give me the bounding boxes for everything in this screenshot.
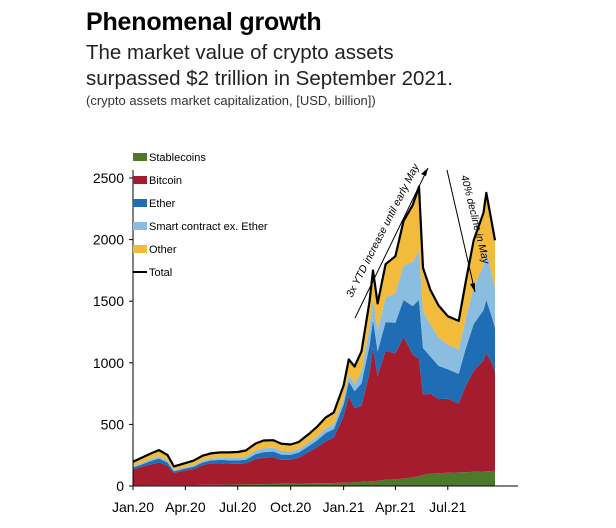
legend-swatch [133,222,147,230]
subtitle: The market value of crypto assets surpas… [86,40,606,92]
legend-label: Other [149,244,177,256]
area-bitcoin [133,336,495,486]
x-tick-label: Apr.21 [375,499,416,515]
legend-swatch [133,245,147,253]
legend-swatch [133,176,147,184]
units-note: (crypto assets market capitalization, [U… [86,93,376,108]
legend: Stablecoins Bitcoin Ether Smart contract ex… [133,152,268,279]
legend-label: Stablecoins [149,152,206,164]
y-tick-label: 2500 [93,170,124,186]
y-tick-label: 2000 [93,232,124,248]
x-tick-label: Jan.21 [323,499,365,515]
axes: 0 500 1000 1500 2000 2500 Jan.20 Apr.20 Jul.20 Oc… [93,170,518,515]
x-tick-label: Apr.20 [165,499,206,515]
x-tick-label: Jul.21 [429,499,467,515]
area-layers [133,186,495,486]
y-tick-label: 500 [101,416,125,432]
y-tick-label: 0 [116,478,124,494]
decline-arrowhead [470,283,475,292]
y-tick-label: 1500 [93,293,124,309]
legend-swatch [133,153,147,161]
area-stablecoins [133,470,495,486]
x-tick-label: Oct.20 [270,499,311,515]
legend-swatch [133,199,147,207]
y-tick-label: 1000 [93,355,124,371]
subtitle-line-1: The market value of crypto assets [86,41,394,64]
area-other [133,186,495,471]
page-title: Phenomenal growth [86,8,322,36]
total-line-layer [132,185,497,468]
area-ether [133,300,495,473]
x-tick-label: Jan.20 [112,499,154,515]
legend-label: Smart contract ex. Ether [149,221,268,233]
legend-label: Total [149,267,172,279]
increase-arrow [354,167,429,319]
legend-label: Ether [149,198,176,210]
x-tick-label: Jul.20 [219,499,257,515]
increase-arrowhead [421,168,428,176]
legend-label: Bitcoin [149,175,182,187]
total-line [132,185,497,468]
decline-arrow [446,169,476,293]
subtitle-line-2: surpassed $2 trillion in September 2021. [86,67,453,90]
